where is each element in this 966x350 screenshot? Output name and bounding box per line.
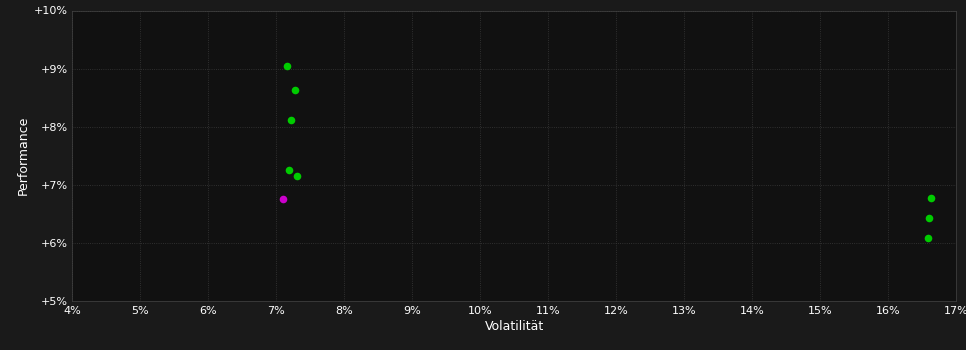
Point [279, 63, 295, 69]
X-axis label: Volatilität: Volatilität [485, 320, 544, 333]
Point [289, 173, 304, 179]
Point [281, 167, 297, 173]
Point [923, 195, 938, 201]
Point [284, 117, 299, 122]
Point [275, 196, 291, 202]
Point [920, 236, 935, 241]
Point [288, 87, 303, 93]
Y-axis label: Performance: Performance [16, 116, 29, 195]
Point [922, 215, 937, 221]
